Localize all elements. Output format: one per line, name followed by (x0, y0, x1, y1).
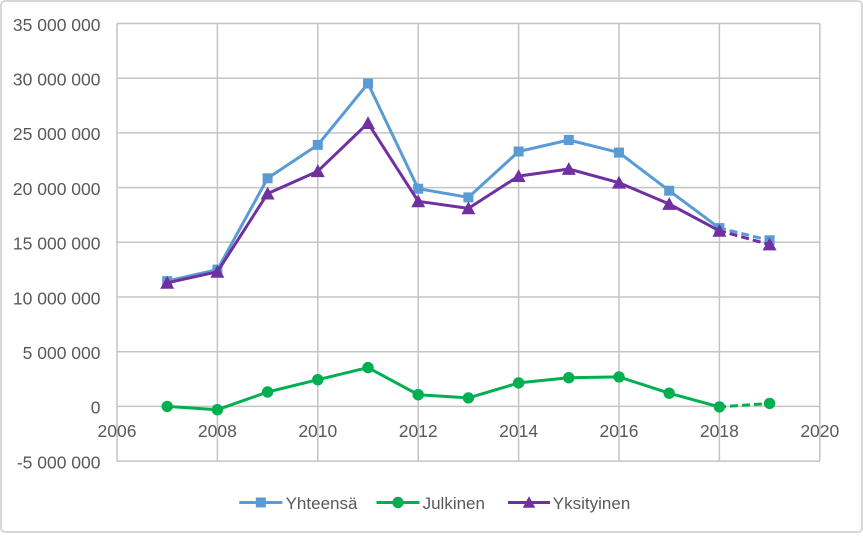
svg-text:2016: 2016 (600, 421, 639, 441)
svg-text:25 000 000: 25 000 000 (13, 124, 101, 144)
svg-text:35 000 000: 35 000 000 (13, 15, 101, 35)
svg-text:Yksityinen: Yksityinen (553, 494, 630, 513)
svg-text:Yhteensä: Yhteensä (286, 494, 358, 513)
svg-text:5 000 000: 5 000 000 (23, 343, 101, 363)
svg-text:2010: 2010 (298, 421, 337, 441)
svg-text:15 000 000: 15 000 000 (13, 234, 101, 254)
svg-text:2006: 2006 (98, 421, 137, 441)
svg-text:2008: 2008 (198, 421, 237, 441)
svg-text:Julkinen: Julkinen (423, 494, 485, 513)
svg-text:10 000 000: 10 000 000 (13, 288, 101, 308)
svg-text:2020: 2020 (800, 421, 839, 441)
svg-text:2018: 2018 (700, 421, 739, 441)
svg-text:-5 000 000: -5 000 000 (17, 452, 101, 472)
svg-text:2012: 2012 (399, 421, 438, 441)
svg-text:30 000 000: 30 000 000 (13, 70, 101, 90)
svg-text:20 000 000: 20 000 000 (13, 179, 101, 199)
svg-text:2014: 2014 (499, 421, 538, 441)
svg-text:0: 0 (91, 398, 101, 418)
